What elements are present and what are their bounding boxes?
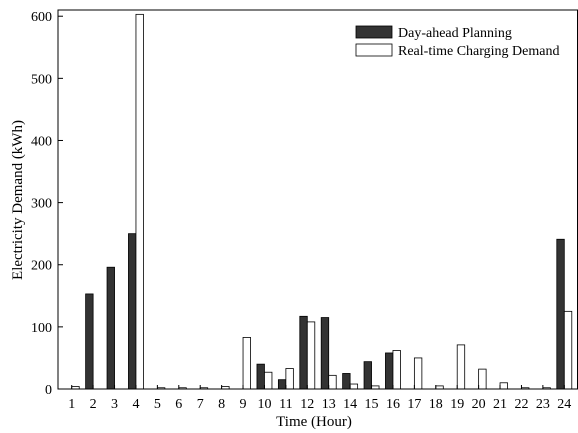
x-tick-label: 16: [386, 397, 400, 412]
x-tick-label: 24: [557, 397, 571, 412]
bar-day-ahead-hour-14: [342, 373, 351, 390]
legend-swatch-real-time: [355, 43, 393, 57]
bar-day-ahead-hour-16: [385, 352, 394, 390]
x-tick-label: 19: [450, 397, 464, 412]
y-tick-label: 400: [31, 134, 52, 149]
y-tick-label: 300: [31, 197, 52, 212]
bar-day-ahead-hour-12: [299, 315, 308, 390]
bar-real-time-hour-20: [478, 368, 487, 390]
x-tick-label: 15: [365, 397, 379, 412]
bar-real-time-hour-4: [135, 13, 144, 390]
bar-day-ahead-hour-11: [277, 379, 287, 390]
x-tick-label: 18: [429, 397, 443, 412]
bar-day-ahead-hour-3: [106, 266, 115, 390]
y-tick-label: 500: [31, 72, 52, 87]
bar-day-ahead-hour-4: [128, 233, 137, 390]
y-tick-label: 0: [45, 383, 52, 398]
x-tick-label: 14: [343, 397, 357, 412]
x-tick-label: 6: [175, 397, 182, 412]
x-tick-label: 22: [514, 397, 528, 412]
y-tick-label: 200: [31, 259, 52, 274]
x-tick-label: 12: [300, 397, 314, 412]
bar-day-ahead-hour-15: [363, 361, 372, 390]
x-tick-label: 9: [240, 397, 247, 412]
x-tick-label: 11: [279, 397, 292, 412]
bar-day-ahead-hour-24: [556, 238, 565, 390]
bar-real-time-hour-24: [563, 310, 573, 390]
legend-label-day-ahead: Day-ahead Planning: [398, 26, 512, 41]
bar-day-ahead-hour-10: [256, 363, 265, 390]
bar-real-time-hour-21: [499, 382, 508, 390]
bar-real-time-hour-17: [413, 357, 423, 390]
x-tick-label: 10: [257, 397, 271, 412]
bar-real-time-hour-19: [456, 344, 466, 390]
x-tick-label: 17: [407, 397, 421, 412]
x-tick-label: 8: [218, 397, 225, 412]
y-axis-title: Electricity Demand (kWh): [10, 120, 26, 280]
x-tick-label: 3: [111, 397, 118, 412]
x-tick-label: 23: [536, 397, 550, 412]
x-tick-label: 1: [68, 397, 75, 412]
bar-real-time-hour-12: [306, 321, 316, 390]
bar-day-ahead-hour-2: [85, 293, 94, 390]
x-tick-label: 2: [90, 397, 97, 412]
legend: Day-ahead Planning Real-time Charging De…: [355, 25, 559, 59]
x-tick-label: 13: [322, 397, 336, 412]
bar-real-time-hour-14: [349, 383, 359, 390]
x-tick-label: 21: [493, 397, 507, 412]
bar-real-time-hour-13: [328, 374, 337, 390]
bar-real-time-hour-16: [392, 350, 401, 390]
bar-real-time-hour-9: [242, 337, 251, 390]
bar-day-ahead-hour-13: [320, 317, 330, 390]
legend-swatch-day-ahead: [355, 25, 393, 39]
y-tick-label: 600: [31, 10, 52, 25]
x-tick-label: 5: [154, 397, 161, 412]
bars-layer: [71, 13, 573, 390]
y-tick-label: 100: [31, 321, 52, 336]
legend-label-real-time: Real-time Charging Demand: [398, 44, 559, 59]
x-tick-label: 20: [472, 397, 486, 412]
x-tick-label: 4: [132, 397, 139, 412]
x-tick-label: 7: [197, 397, 204, 412]
bar-real-time-hour-10: [264, 371, 273, 390]
bar-real-time-hour-11: [285, 368, 294, 390]
x-axis-title: Time (Hour): [276, 414, 352, 430]
